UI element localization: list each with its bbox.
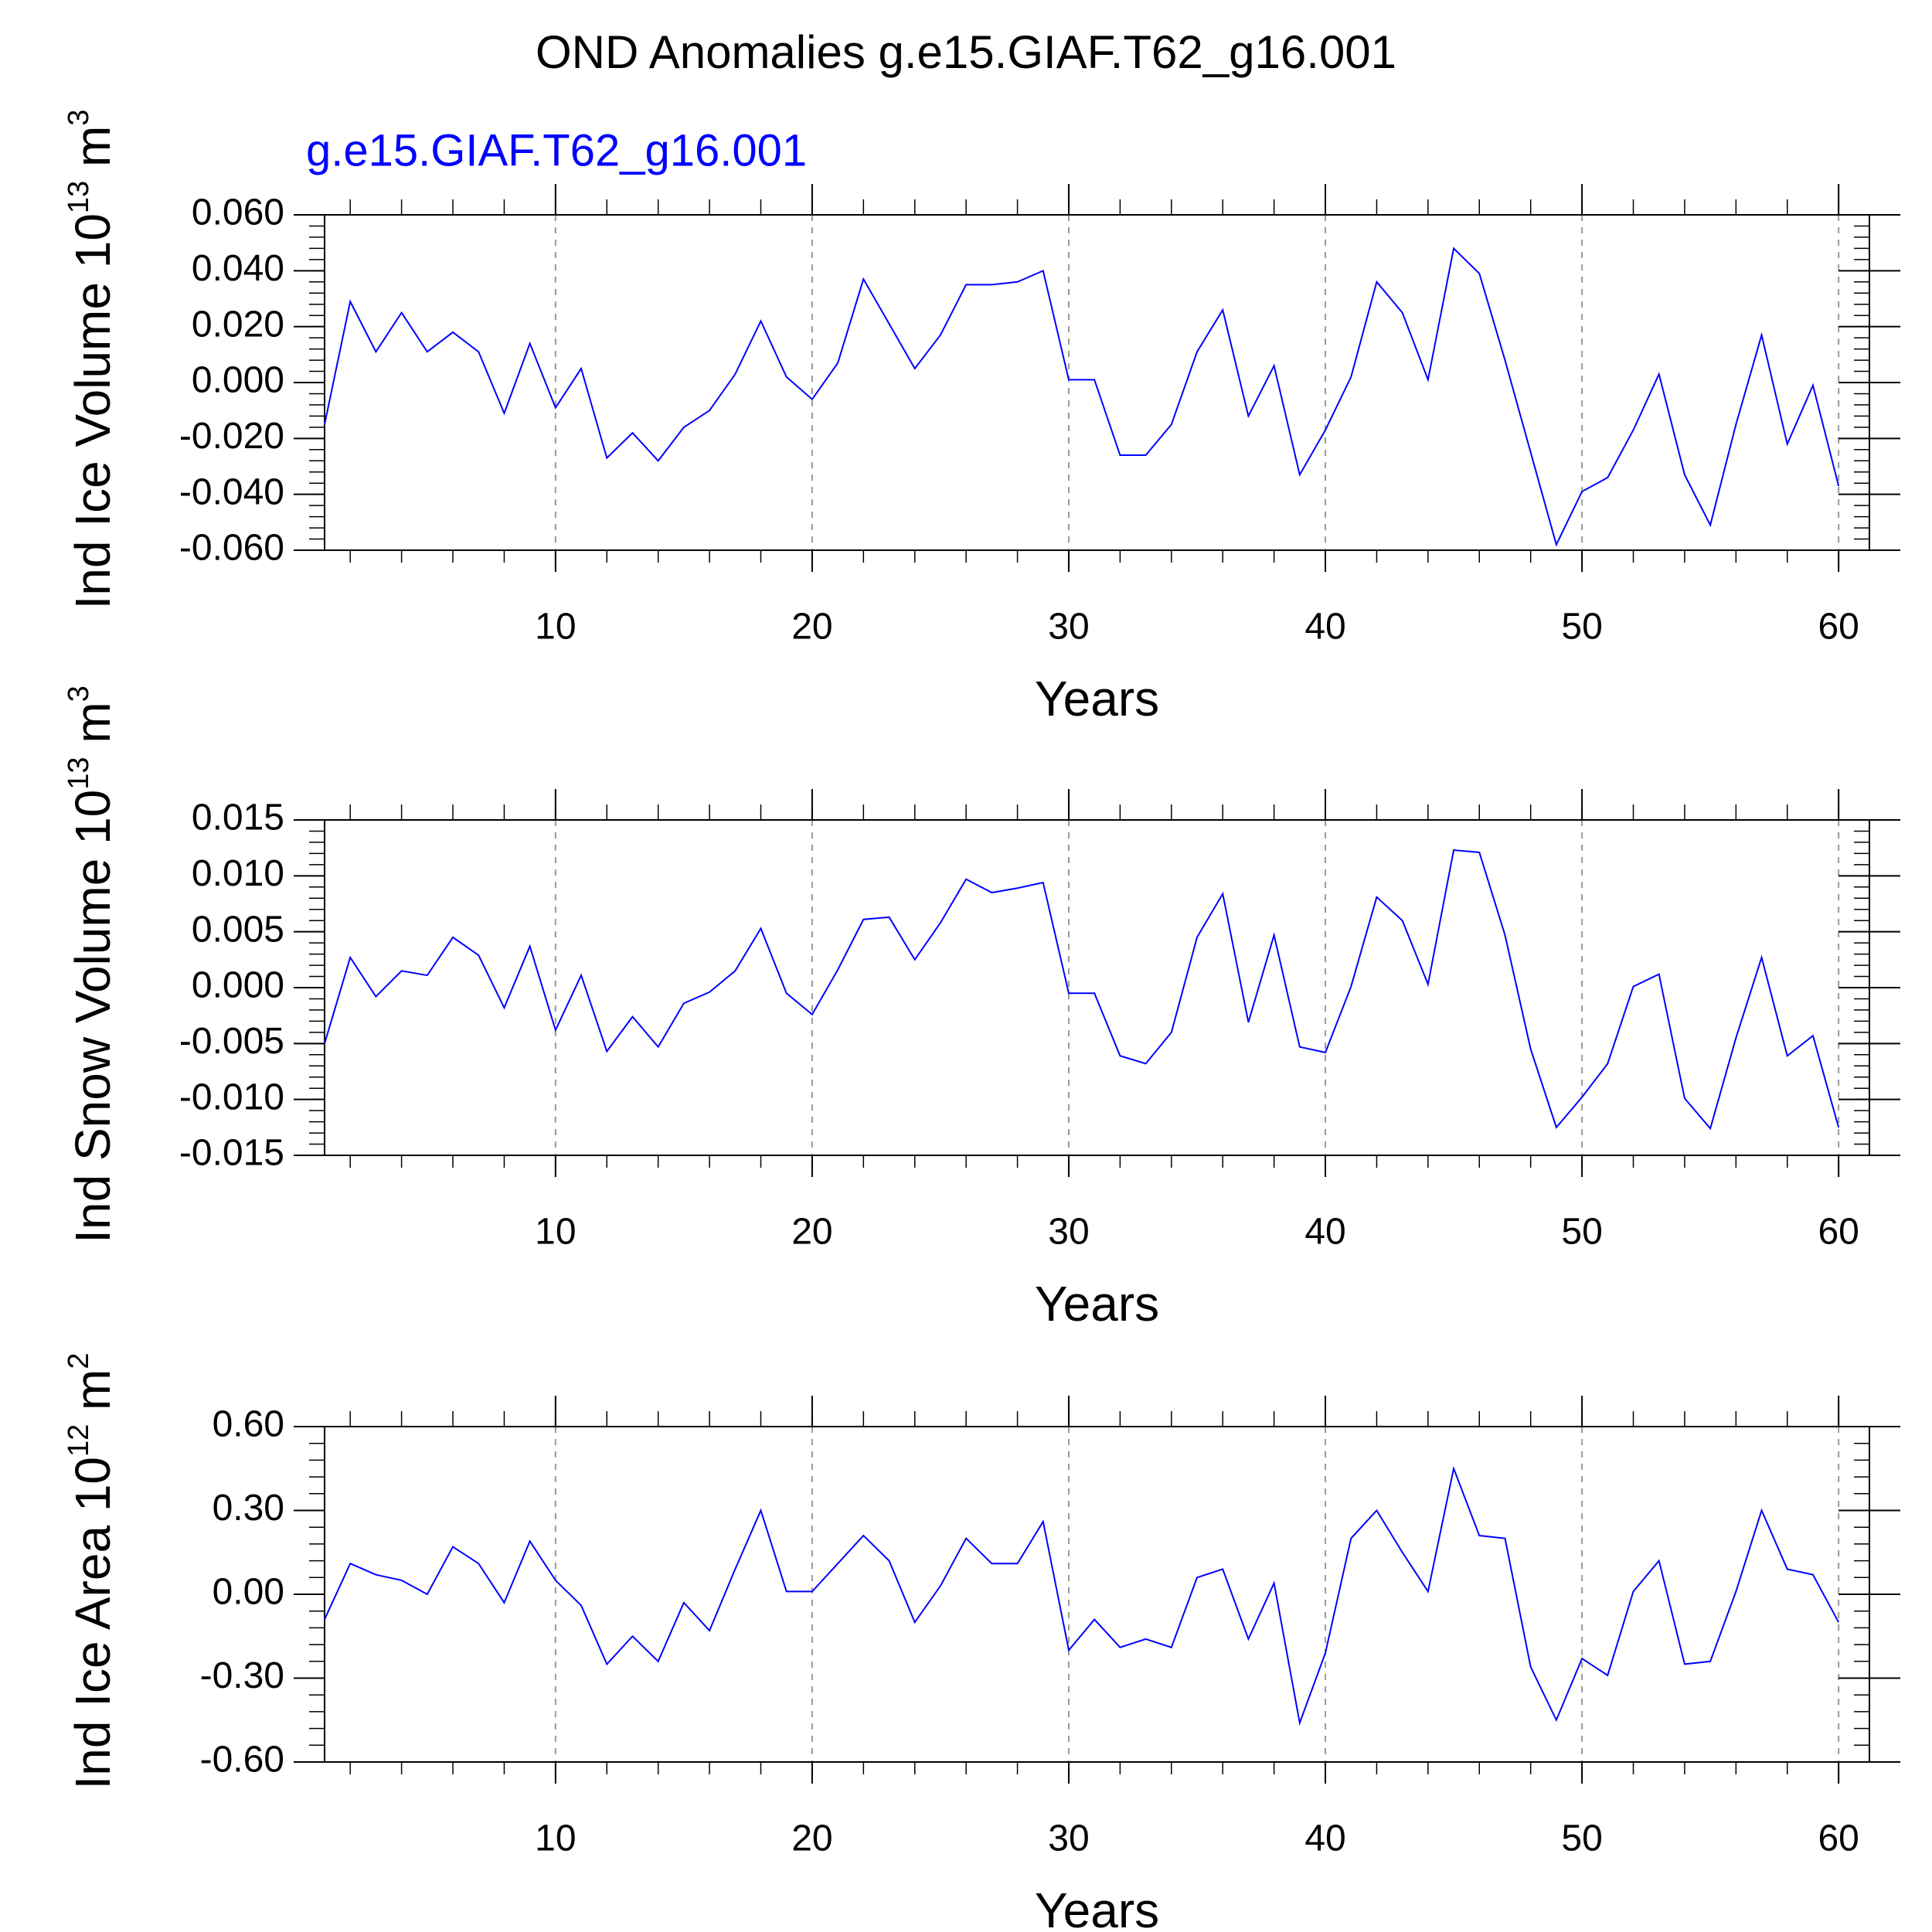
y-tick-label: 0.30 [213,1488,284,1529]
y-tick-label: -0.30 [200,1655,284,1696]
y-axis-label: Ind Ice Area 1012 m2 [63,1352,121,1789]
x-tick-label: 30 [1048,607,1089,648]
data-line [324,1465,1840,1726]
panel: 10 20 30 40 50 60 -0.060 -0.040 -0.020 0.000 0.020… [63,110,1900,726]
y-tick-label: 0.000 [192,965,284,1006]
y-tick-label: 0.005 [192,909,284,950]
y-label-text: Ind Ice Volume 10 [65,213,121,609]
y-label-text: Ind Ice Area 10 [65,1457,121,1790]
subtitle: g.e15.GIAF.T62_g16.001 [306,125,807,175]
x-tick-label: 60 [1818,1818,1859,1859]
x-tick-label: 40 [1304,1818,1345,1859]
x-tick-label: 30 [1048,1818,1089,1859]
y-label-superscript: 13 [63,181,95,213]
y-tick-label: -0.020 [179,416,284,457]
y-label-superscript: 3 [63,110,95,126]
plot-frame [324,1426,1870,1763]
y-tick-label: -0.040 [179,471,284,512]
x-tick-label: 50 [1561,1818,1602,1859]
data-line [324,247,1840,547]
x-tick-label: 10 [535,1212,576,1253]
y-label-text: Ind Snow Volume 10 [65,790,121,1243]
y-tick-label: 0.000 [192,360,284,401]
y-tick-label: 0.040 [192,248,284,289]
y-tick-label: 0.00 [213,1572,284,1613]
y-tick-label: -0.060 [179,528,284,569]
x-tick-label: 60 [1818,607,1859,648]
x-tick-label: 40 [1304,1212,1345,1253]
y-tick-label: 0.020 [192,304,284,345]
x-tick-label: 20 [791,1818,832,1859]
y-label-superscript: 13 [63,757,95,789]
x-tick-label: 30 [1048,1212,1089,1253]
figure-title: OND Anomalies g.e15.GIAF.T62_g16.001 [536,26,1396,78]
x-tick-label: 20 [791,607,832,648]
y-label-text: m [65,702,121,757]
y-tick-label: -0.005 [179,1021,284,1062]
data-line [324,849,1840,1131]
x-tick-label: 50 [1561,607,1602,648]
panel: 10 20 30 40 50 60 -0.60 -0.30 0.00 0.30 0.60 Years I… [63,1352,1900,1932]
plot-frame [324,214,1870,551]
x-axis-label: Years [1035,671,1159,726]
y-label-superscript: 2 [63,1352,95,1369]
x-tick-label: 60 [1818,1212,1859,1253]
plot-frame [324,819,1870,1156]
x-axis-label: Years [1035,1883,1159,1932]
x-tick-label: 10 [535,607,576,648]
y-label-text: m [65,1369,121,1424]
y-label-superscript: 12 [63,1424,95,1457]
x-axis-label: Years [1035,1276,1159,1332]
x-tick-label: 10 [535,1818,576,1859]
y-axis-label: Ind Ice Volume 1013 m3 [63,110,121,610]
y-tick-label: -0.010 [179,1077,284,1117]
y-tick-label: -0.015 [179,1133,284,1174]
y-tick-label: 0.015 [192,798,284,838]
x-tick-label: 40 [1304,607,1345,648]
y-axis-label: Ind Snow Volume 1013 m3 [63,685,121,1243]
x-tick-label: 20 [791,1212,832,1253]
panel: 10 20 30 40 50 60 -0.015 -0.010 -0.005 0.000 0.005… [63,685,1900,1332]
x-tick-label: 50 [1561,1212,1602,1253]
y-label-superscript: 3 [63,685,95,702]
y-tick-label: 0.060 [192,192,284,233]
y-label-text: m [65,126,121,181]
y-tick-label: 0.010 [192,853,284,894]
y-tick-label: -0.60 [200,1740,284,1781]
y-tick-label: 0.60 [213,1404,284,1445]
